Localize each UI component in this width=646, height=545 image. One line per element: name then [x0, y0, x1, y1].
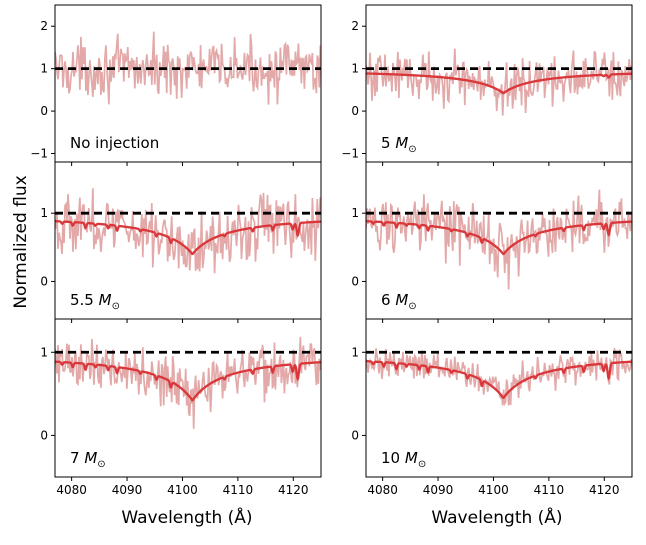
panel-label-5msun: 5 M⊙: [381, 134, 417, 155]
y-tick-label-5msun: 0: [351, 104, 359, 118]
y-tick-label-5msun: 1: [351, 62, 359, 76]
panels-group: −1 0 1 2 No injection −1 0 1 2 5 M⊙ 0 1 5.5 M⊙ 0 1 6 M⊙…: [30, 4, 633, 497]
y-tick-label-10msun: 1: [351, 345, 359, 359]
panel-frame-10msun: [365, 318, 633, 478]
x-axis-label-left: Wavelength (Å): [121, 506, 252, 528]
model-spectrum-10msun: [366, 360, 632, 400]
y-tick-label-6msun: 1: [351, 206, 359, 220]
y-tick-label-no-injection: −1: [30, 147, 48, 161]
model-spectrum-6msun: [366, 220, 632, 256]
y-tick-label-no-injection: 2: [40, 19, 48, 33]
model-spectrum-7msun: [55, 360, 321, 402]
x-tick-label-7msun: 4120: [278, 483, 309, 497]
y-tick-label-5.5msun: 1: [40, 206, 48, 220]
y-tick-label-10msun: 0: [351, 428, 359, 442]
y-tick-label-no-injection: 1: [40, 62, 48, 76]
panel-plot-7msun: [55, 336, 321, 429]
y-tick-label-no-injection: 0: [40, 104, 48, 118]
observed-spectrum-5.5msun: [55, 188, 321, 274]
panel-label-10msun: 10 M⊙: [381, 449, 426, 470]
panel-label-no-injection: No injection: [70, 134, 159, 152]
panel-plot-5.5msun: [55, 188, 321, 274]
x-tick-label-10msun: 4100: [478, 483, 509, 497]
observed-spectrum-7msun: [55, 336, 321, 429]
panel-plot-5msun: [366, 48, 632, 116]
x-tick-label-7msun: 4100: [167, 483, 198, 497]
model-spectrum-5msun: [366, 72, 632, 95]
y-tick-label-5msun: −1: [341, 147, 359, 161]
x-tick-label-7msun: 4090: [112, 483, 143, 497]
panel-plot-10msun: [366, 348, 632, 407]
panel-frame-7msun: [54, 318, 322, 478]
x-tick-label-10msun: 4120: [589, 483, 620, 497]
x-tick-label-10msun: 4090: [423, 483, 454, 497]
panel-label-7msun: 7 M⊙: [70, 449, 106, 470]
panel-label-6msun: 6 M⊙: [381, 291, 417, 312]
y-tick-label-6msun: 0: [351, 274, 359, 288]
panel-plot-6msun: [366, 189, 632, 290]
observed-spectrum-5msun: [366, 48, 632, 116]
observed-spectrum-6msun: [366, 189, 632, 290]
y-tick-label-5.5msun: 0: [40, 274, 48, 288]
panel-plot-no-injection: [55, 31, 321, 105]
x-axis-label-right: Wavelength (Å): [431, 506, 562, 528]
y-axis-label: Normalized flux: [11, 175, 31, 308]
panel-label-5.5msun: 5.5 M⊙: [70, 291, 120, 312]
x-tick-label-10msun: 4110: [534, 483, 565, 497]
y-tick-label-7msun: 1: [40, 345, 48, 359]
x-tick-label-10msun: 4080: [367, 483, 398, 497]
model-spectrum-5.5msun: [55, 220, 321, 256]
y-tick-label-7msun: 0: [40, 428, 48, 442]
observed-spectrum-no-injection: [55, 31, 321, 105]
x-tick-label-7msun: 4080: [56, 483, 87, 497]
x-tick-label-7msun: 4110: [223, 483, 254, 497]
observed-spectrum-10msun: [366, 348, 632, 407]
y-tick-label-5msun: 2: [351, 19, 359, 33]
